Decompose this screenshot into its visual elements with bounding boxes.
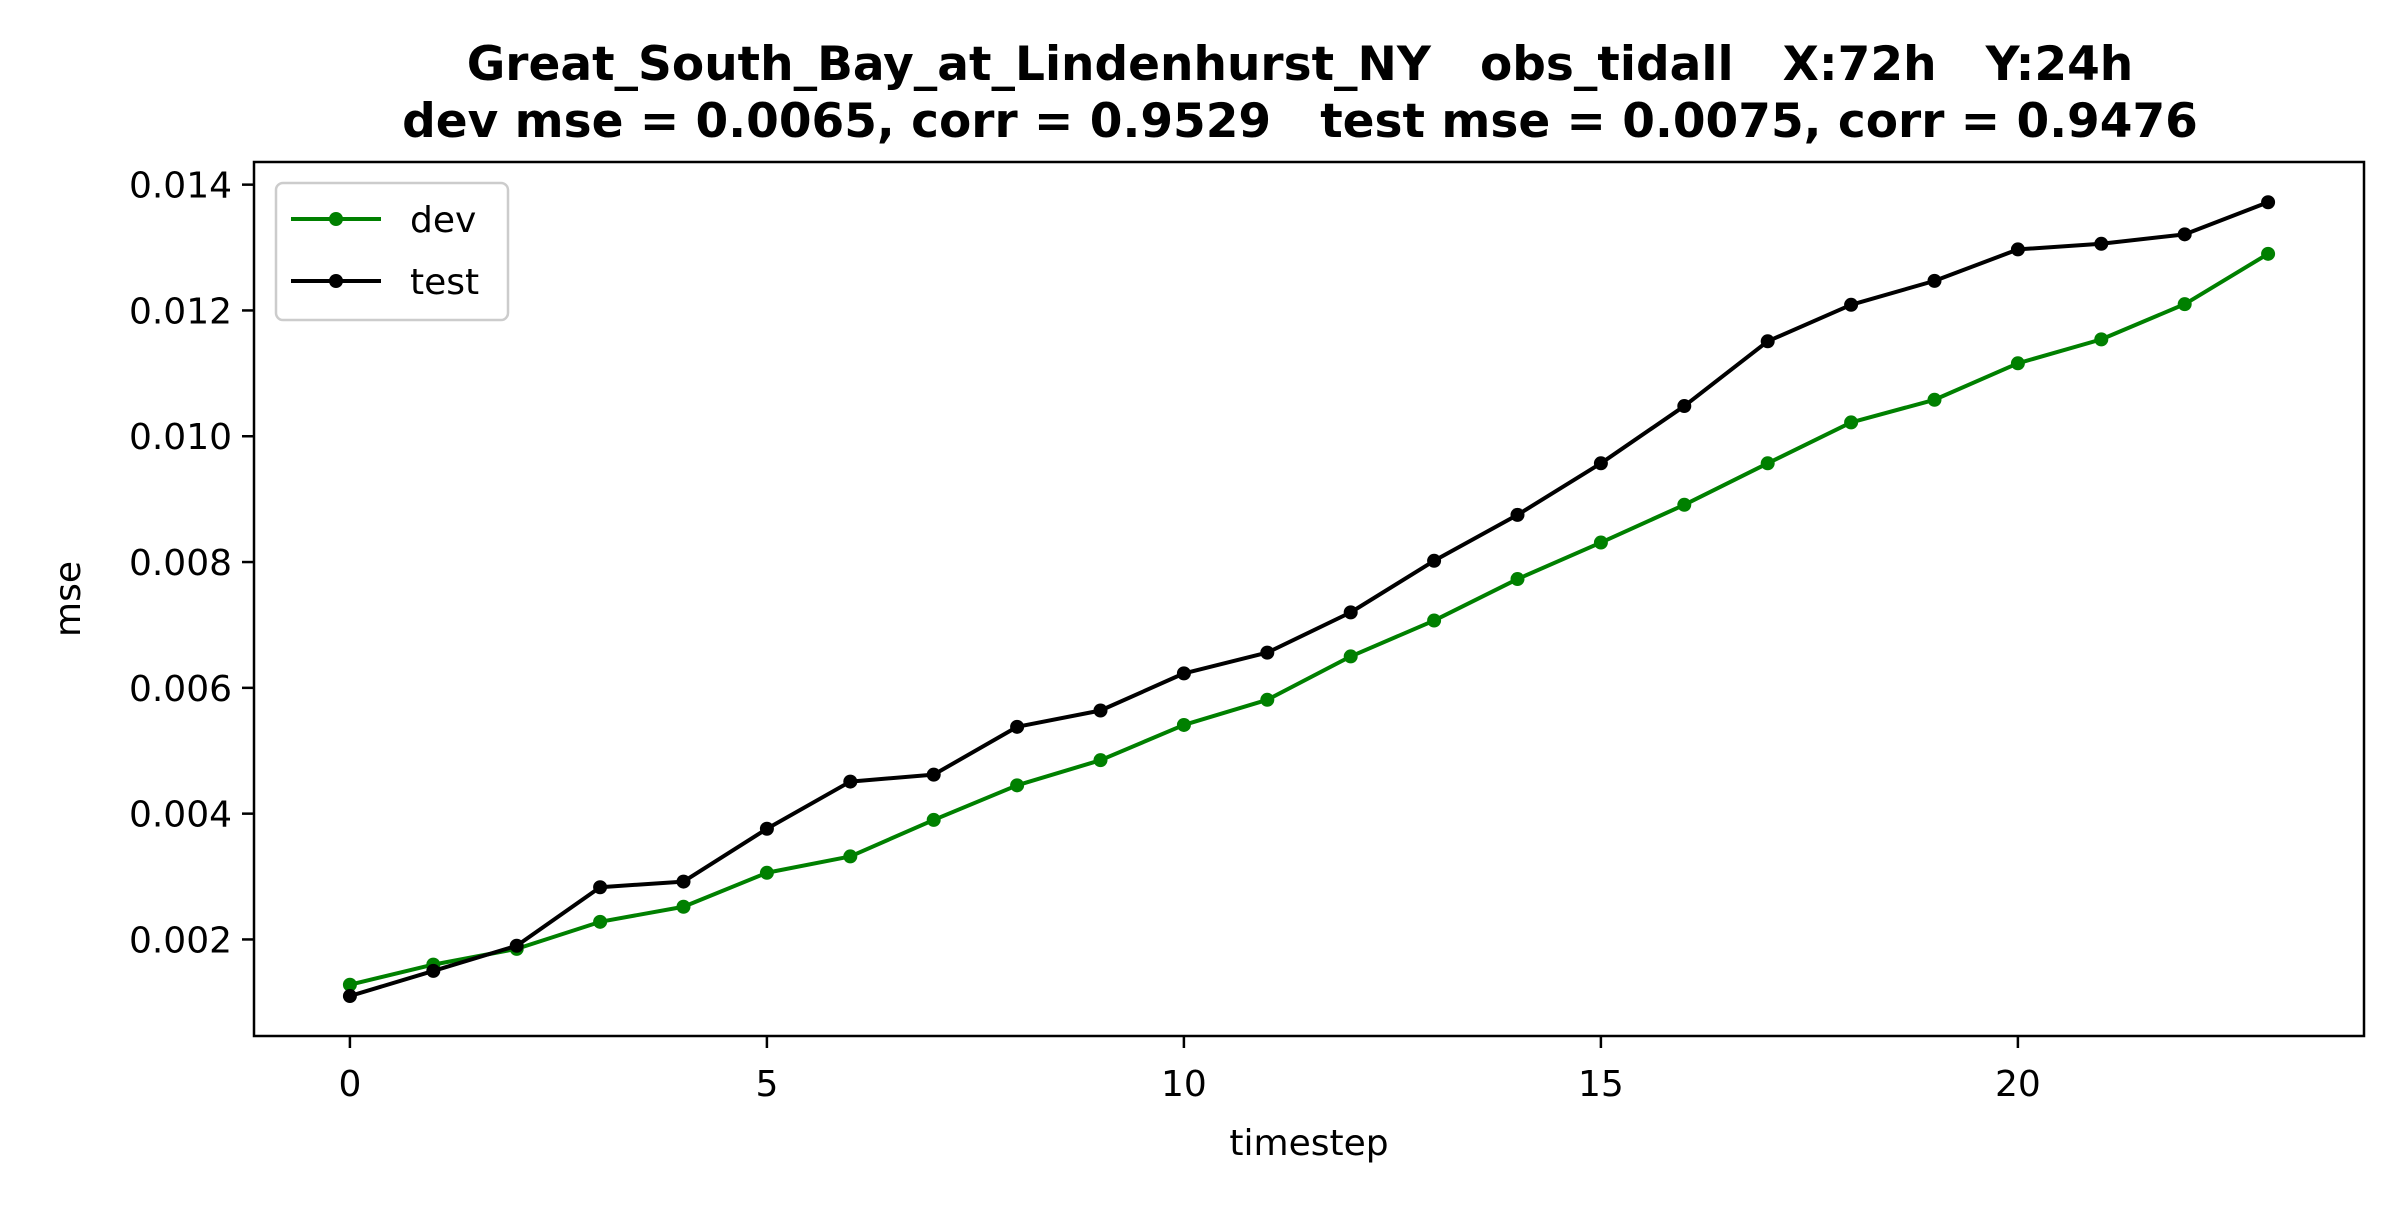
data-point-dev	[759, 865, 774, 880]
legend-item-dev: dev	[291, 200, 476, 241]
data-point-test	[2177, 227, 2192, 242]
data-point-test	[2094, 236, 2109, 251]
x-tick-label: 15	[1578, 1064, 1624, 1105]
data-point-test	[593, 880, 608, 895]
legend: dev test	[274, 181, 510, 322]
data-point-dev	[1176, 717, 1191, 732]
chart-subtitle: dev mse = 0.0065, corr = 0.9529 test mse…	[402, 94, 2198, 149]
legend-item-test: test	[291, 262, 479, 303]
data-point-dev	[593, 914, 608, 929]
data-point-test	[843, 774, 858, 789]
legend-label-test: test	[410, 262, 479, 303]
series-layer	[342, 195, 2276, 1004]
series-line-test	[347, 199, 2271, 999]
y-axis-label: mse	[48, 561, 89, 637]
legend-marker-dev	[329, 212, 343, 226]
data-point-test	[676, 874, 691, 889]
x-axis-ticks: 0 5 10 15 20	[338, 1036, 2041, 1105]
data-point-dev	[1260, 692, 1275, 707]
data-point-dev	[2094, 332, 2109, 347]
data-point-dev	[843, 849, 858, 864]
y-tick-label: 0.004	[129, 795, 232, 836]
data-point-dev	[1510, 572, 1525, 587]
data-point-test	[2010, 242, 2025, 257]
data-point-test	[1760, 334, 1775, 349]
data-point-test	[1677, 399, 1692, 414]
data-point-test	[509, 938, 524, 953]
data-point-dev	[1010, 778, 1025, 793]
data-point-test	[1844, 297, 1859, 312]
y-tick-label: 0.006	[129, 669, 232, 710]
data-point-test	[426, 963, 441, 978]
data-point-dev	[1927, 392, 1942, 407]
data-point-dev	[926, 812, 941, 827]
data-point-test	[1343, 605, 1358, 620]
data-point-dev	[2177, 297, 2192, 312]
data-point-dev	[1427, 613, 1442, 628]
data-point-dev	[1343, 649, 1358, 664]
data-point-test	[1427, 553, 1442, 568]
x-axis-label: timestep	[1229, 1123, 1388, 1164]
y-tick-label: 0.010	[129, 417, 232, 458]
legend-marker-test	[329, 274, 343, 288]
y-tick-label: 0.014	[129, 166, 232, 207]
data-point-test	[1510, 507, 1525, 522]
data-point-test	[2261, 195, 2276, 210]
data-point-test	[1927, 273, 1942, 288]
data-point-dev	[1093, 753, 1108, 768]
y-tick-label: 0.002	[129, 920, 232, 961]
y-axis-ticks: 0.002 0.004 0.006 0.008 0.010 0.012 0.014	[129, 166, 254, 961]
data-point-dev	[2010, 356, 2025, 371]
data-point-test	[1176, 666, 1191, 681]
data-point-dev	[342, 977, 357, 992]
data-point-test	[926, 767, 941, 782]
data-point-test	[1260, 645, 1275, 660]
data-point-test	[1093, 703, 1108, 718]
data-point-dev	[1593, 535, 1608, 550]
series-test	[342, 195, 2276, 1004]
chart-title: Great_South_Bay_at_Lindenhurst_NY obs_ti…	[467, 37, 2134, 92]
y-tick-label: 0.012	[129, 291, 232, 332]
legend-label-dev: dev	[410, 200, 476, 241]
plot-frame	[252, 160, 2366, 1038]
x-tick-label: 5	[755, 1064, 778, 1105]
data-point-dev	[1760, 456, 1775, 471]
data-point-dev	[2261, 246, 2276, 261]
x-tick-label: 20	[1995, 1064, 2041, 1105]
data-point-dev	[676, 899, 691, 914]
y-tick-label: 0.008	[129, 543, 232, 584]
x-tick-label: 10	[1161, 1064, 1207, 1105]
data-point-test	[1010, 719, 1025, 734]
data-point-test	[759, 821, 774, 836]
series-line-dev	[347, 251, 2271, 988]
data-point-dev	[1677, 497, 1692, 512]
data-point-dev	[1844, 415, 1859, 430]
data-point-test	[1593, 456, 1608, 471]
data-point-test	[342, 989, 357, 1004]
x-tick-label: 0	[338, 1064, 361, 1105]
